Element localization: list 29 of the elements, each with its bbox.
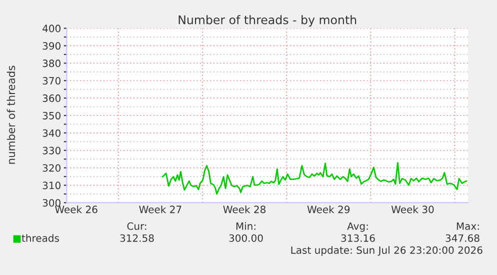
y-tick-label: 360 xyxy=(42,94,60,102)
y-axis-title: number of threads xyxy=(6,66,16,164)
text: Last update: Sun Jul 26 23:20:00 2026 xyxy=(291,246,482,256)
y-tick-label: 400 xyxy=(42,24,60,32)
y-tick-label: 390 xyxy=(42,42,60,50)
x-tick-label: Week 27 xyxy=(139,205,182,214)
text: 300.00 xyxy=(229,234,263,242)
y-tick-label: 330 xyxy=(42,146,60,154)
line-series xyxy=(162,162,468,195)
y-tick-label: 310 xyxy=(42,182,60,190)
x-tick-label: Week 29 xyxy=(307,205,350,214)
y-tick-label: 340 xyxy=(42,129,60,137)
text: Min: xyxy=(236,222,256,230)
text: 312.58 xyxy=(120,234,154,242)
text: 347.68 xyxy=(446,234,480,242)
y-tick-label: 300 xyxy=(42,199,60,207)
x-tick-label: Week 28 xyxy=(223,205,266,214)
y-tick-label: 350 xyxy=(42,112,60,120)
legend-label: threads xyxy=(22,234,59,242)
text: Cur: xyxy=(127,222,146,230)
y-tick-label: 380 xyxy=(42,60,60,68)
chart-title: Number of threads - by month xyxy=(178,15,356,27)
text: Max: xyxy=(456,222,479,230)
x-tick-label: Week 30 xyxy=(391,205,434,214)
text: 313.16 xyxy=(341,234,375,242)
text: Avg: xyxy=(347,222,368,232)
y-tick-label: 370 xyxy=(42,76,60,85)
x-tick-label: Week 26 xyxy=(54,205,98,214)
y-tick-label: 320 xyxy=(42,164,60,172)
